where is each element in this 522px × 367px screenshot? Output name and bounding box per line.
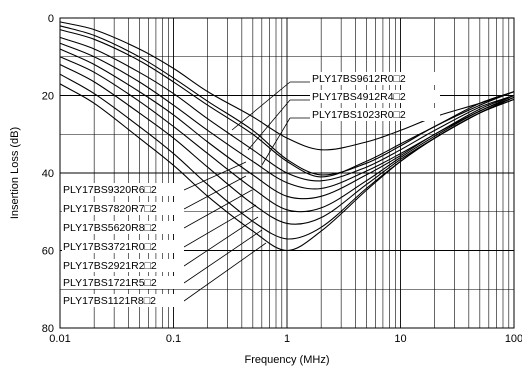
plot-frame — [59, 17, 515, 329]
series-line — [59, 29, 515, 178]
series-label-bg — [62, 276, 184, 289]
x-tick-label: 0.1 — [166, 333, 181, 345]
series-label-bg — [62, 183, 184, 196]
series-label: PLY17BS7820R7□2 — [63, 203, 157, 215]
series-label-bg — [310, 72, 440, 85]
leader-line — [183, 175, 247, 210]
series-label-bg — [310, 108, 440, 121]
series-label-bg — [310, 90, 440, 103]
leader-line — [183, 229, 263, 284]
series-label: PLY17BS5620R8□2 — [63, 222, 157, 234]
series-label-bg — [62, 221, 184, 234]
y-tick-label: 20 — [42, 91, 54, 103]
series-label: PLY17BS1023R0□2 — [312, 109, 406, 121]
series-label: PLY17BS3721R0□2 — [63, 241, 157, 253]
series-label: PLY17BS4912R4□2 — [312, 91, 406, 103]
series-line — [59, 56, 515, 213]
x-tick-label: 10 — [394, 333, 406, 345]
y-tick-label: 40 — [42, 168, 54, 180]
leader-line — [261, 117, 291, 166]
y-tick-label: 0 — [48, 13, 54, 25]
y-tick-label: 80 — [42, 323, 54, 335]
series-label: PLY17BS9612R0□2 — [312, 73, 406, 85]
tick-labels: 0.01 0.1 1 10 100 0 20 40 60 80 — [42, 13, 522, 345]
series-label-bg — [62, 294, 184, 307]
x-tick-label: 0.01 — [49, 333, 70, 345]
series-line — [59, 36, 515, 182]
series-label: PLY17BS1121R8□2 — [63, 295, 156, 307]
leader-line — [183, 189, 253, 229]
series-label-bg — [62, 259, 184, 272]
series-line — [59, 83, 515, 252]
series-label: PLY17BS9320R6□2 — [63, 184, 157, 196]
leader-line — [183, 204, 257, 248]
x-tick-label: 1 — [284, 333, 290, 345]
leader-line — [183, 242, 267, 302]
leader-line — [231, 81, 291, 131]
series-label-bg — [62, 240, 184, 253]
y-axis-title: Insertion Loss (dB) — [9, 127, 21, 219]
series-line — [59, 48, 515, 200]
leader-line — [247, 99, 291, 151]
leader-line — [183, 161, 247, 191]
y-tick-label: 60 — [42, 246, 54, 258]
x-tick-label: 100 — [505, 333, 522, 345]
series-labels: PLY17BS9612R0□2 PLY17BS4912R4□2 PLY17BS102… — [62, 72, 440, 307]
leader-line — [183, 216, 259, 267]
series-label-bg — [62, 202, 184, 215]
series-label: PLY17BS1721R5□2 — [63, 277, 157, 289]
label-leader-lines — [183, 81, 310, 302]
x-axis-title: Frequency (MHz) — [245, 354, 330, 366]
series-label: PLY17BS2921R2□2 — [63, 260, 157, 272]
